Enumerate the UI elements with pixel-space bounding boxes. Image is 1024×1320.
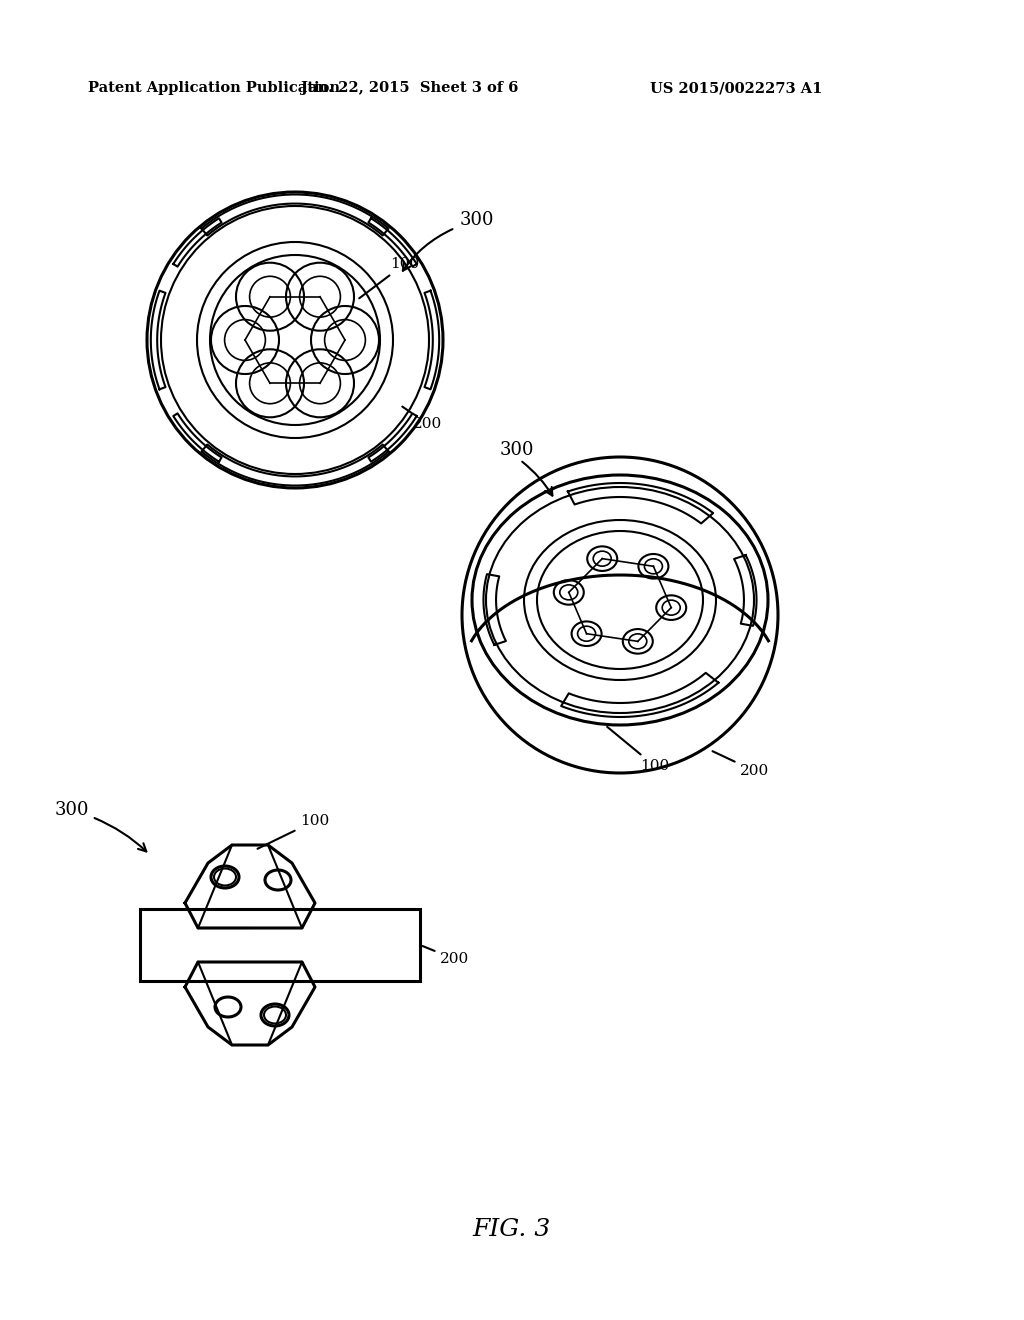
Text: 200: 200 bbox=[402, 407, 442, 432]
Text: 200: 200 bbox=[713, 751, 769, 777]
Text: FIG. 3: FIG. 3 bbox=[473, 1218, 551, 1242]
Text: Jan. 22, 2015  Sheet 3 of 6: Jan. 22, 2015 Sheet 3 of 6 bbox=[301, 81, 519, 95]
Bar bbox=[140, 909, 420, 981]
Text: US 2015/0022273 A1: US 2015/0022273 A1 bbox=[650, 81, 822, 95]
Text: 300: 300 bbox=[460, 211, 495, 228]
Text: 300: 300 bbox=[55, 801, 89, 818]
Text: 200: 200 bbox=[423, 946, 469, 966]
Text: 100: 100 bbox=[359, 257, 419, 298]
Text: 300: 300 bbox=[500, 441, 535, 459]
Text: Patent Application Publication: Patent Application Publication bbox=[88, 81, 340, 95]
Text: 100: 100 bbox=[607, 727, 670, 774]
Text: 100: 100 bbox=[257, 814, 330, 849]
